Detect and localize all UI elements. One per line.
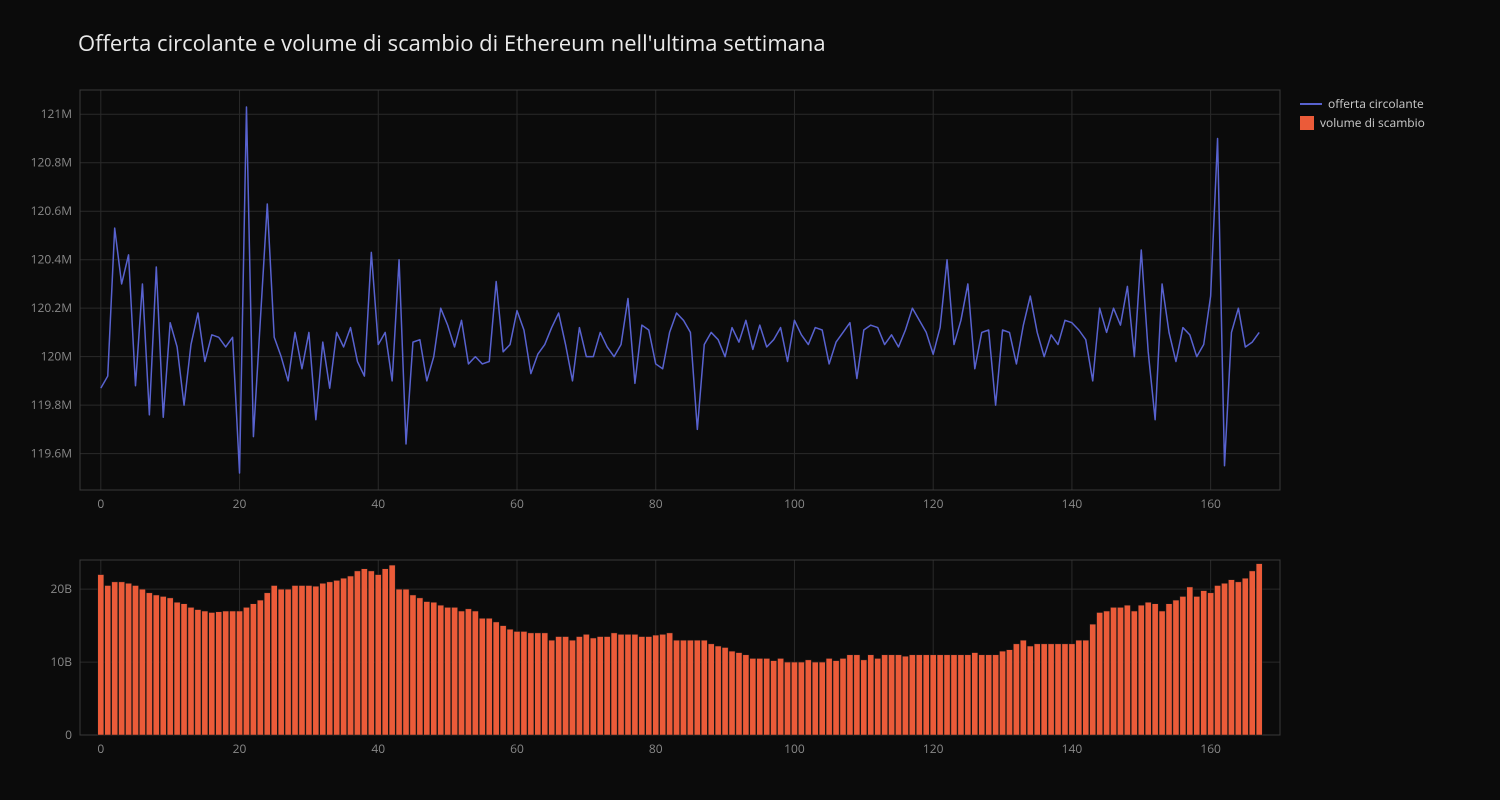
chart-container: Offerta circolante e volume di scambio d…: [0, 0, 1500, 800]
legend-item-volume: volume di scambio: [1300, 114, 1425, 131]
legend-label: offerta circolante: [1328, 95, 1424, 112]
svg-text:60: 60: [510, 495, 524, 512]
svg-text:120: 120: [923, 495, 944, 512]
legend-item-supply: offerta circolante: [1300, 95, 1425, 112]
svg-text:120.8M: 120.8M: [31, 154, 72, 171]
svg-text:0: 0: [97, 740, 104, 757]
chart-title: Offerta circolante e volume di scambio d…: [78, 28, 826, 58]
svg-text:140: 140: [1062, 495, 1083, 512]
svg-text:0: 0: [97, 495, 104, 512]
legend-swatch-box: [1300, 116, 1314, 130]
svg-text:0: 0: [65, 726, 72, 743]
svg-text:10B: 10B: [51, 653, 73, 670]
svg-text:160: 160: [1200, 495, 1221, 512]
svg-text:120.4M: 120.4M: [31, 251, 72, 268]
svg-text:100: 100: [784, 495, 805, 512]
svg-text:80: 80: [649, 495, 663, 512]
svg-text:40: 40: [371, 495, 385, 512]
svg-text:100: 100: [784, 740, 805, 757]
svg-text:119.6M: 119.6M: [31, 445, 72, 462]
line-chart-supply: 119.6M 119.8M 120M 120.2M 120.4M 120.6M 120.8M…: [20, 80, 1290, 520]
svg-text:120M: 120M: [41, 348, 72, 365]
svg-text:40: 40: [371, 740, 385, 757]
svg-text:20B: 20B: [51, 580, 73, 597]
bar-chart-volume: 0 10B 20B 0 20 40 60 80 100 120 140 160: [20, 555, 1290, 765]
svg-text:119.8M: 119.8M: [31, 396, 72, 413]
svg-text:160: 160: [1200, 740, 1221, 757]
legend-label: volume di scambio: [1320, 114, 1425, 131]
svg-text:120: 120: [923, 740, 944, 757]
legend: offerta circolante volume di scambio: [1300, 95, 1425, 133]
svg-text:121M: 121M: [41, 105, 72, 122]
svg-text:20: 20: [233, 495, 247, 512]
svg-text:80: 80: [649, 740, 663, 757]
svg-text:120.2M: 120.2M: [31, 299, 72, 316]
legend-swatch-line: [1300, 103, 1322, 105]
svg-text:140: 140: [1062, 740, 1083, 757]
svg-text:20: 20: [233, 740, 247, 757]
svg-text:60: 60: [510, 740, 524, 757]
svg-text:120.6M: 120.6M: [31, 202, 72, 219]
